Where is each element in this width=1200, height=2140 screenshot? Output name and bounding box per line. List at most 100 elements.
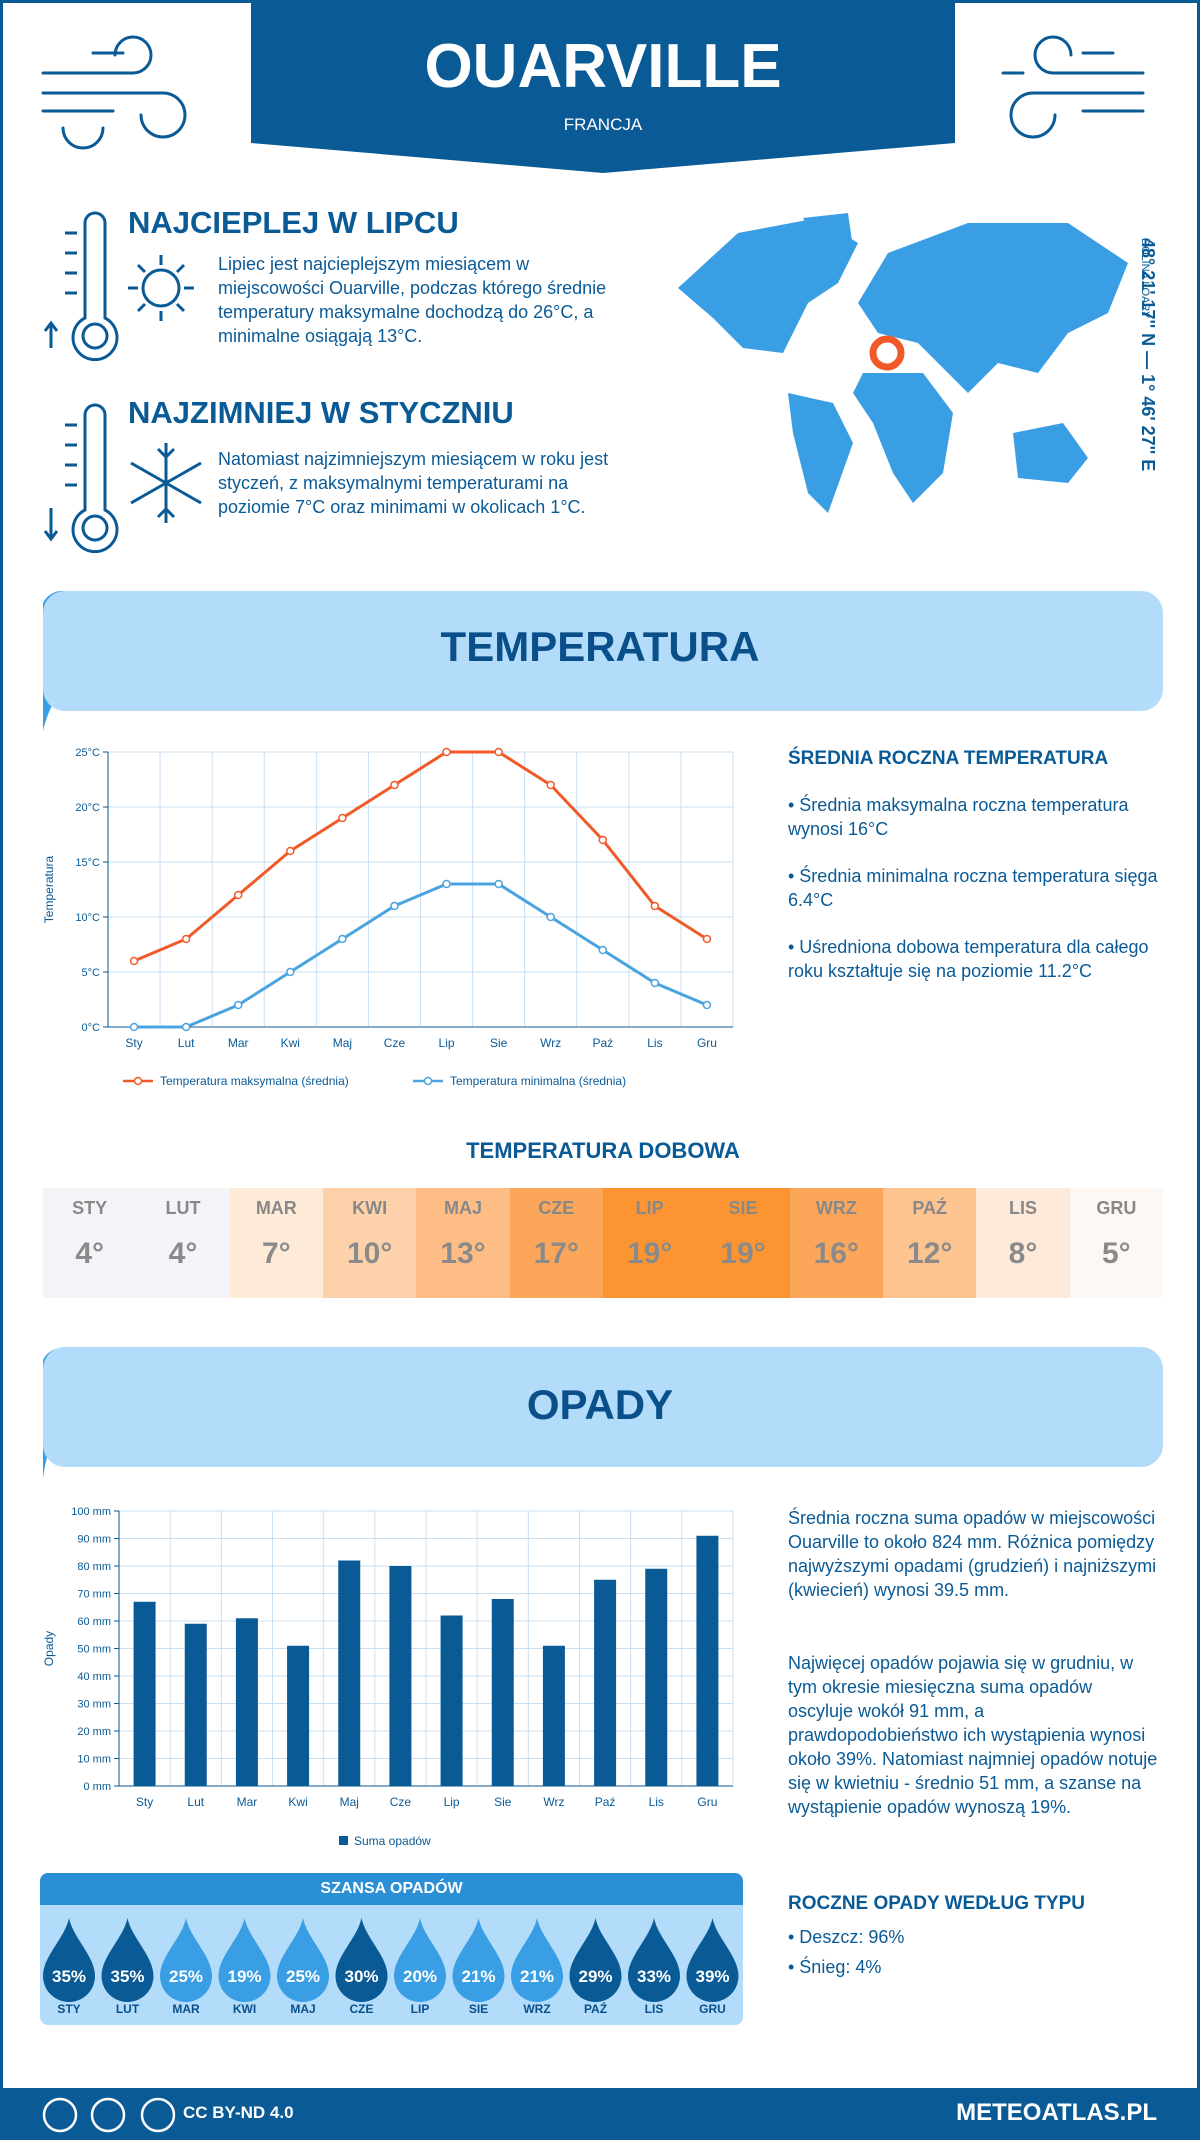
point [286, 967, 295, 977]
daily-month: LUT [165, 1198, 201, 1218]
y-tick-label: 5°C [82, 967, 101, 979]
precip-text: Najwięcej opadów pojawia się w grudniu, … [788, 1653, 1158, 1817]
thermometer-warm [43, 211, 194, 362]
temperature-banner [43, 591, 1163, 711]
daily-month: MAJ [443, 1198, 482, 1218]
x-tick-label: Lip [439, 1036, 455, 1050]
y-tick-label: 15°C [75, 857, 100, 869]
daily-cell: GRU 5° [1069, 1188, 1163, 1298]
x-tick-label: Lut [178, 1036, 195, 1050]
y-tick-label: 50 mm [77, 1644, 111, 1656]
daily-value: 19° [626, 1237, 673, 1270]
wind-icon-left [41, 35, 187, 150]
daily-cell: LUT 4° [136, 1188, 230, 1298]
x-tick-label: Mar [237, 1795, 258, 1809]
point [546, 780, 555, 790]
bar [287, 1645, 310, 1786]
line [134, 882, 708, 1029]
rain-drop [101, 1918, 154, 2003]
daily-cell: CZE 17° [509, 1188, 603, 1298]
world-map [678, 213, 1128, 513]
point [442, 879, 451, 889]
point [494, 747, 503, 757]
y-tick-label: 60 mm [77, 1616, 111, 1628]
rain-drop [160, 1918, 212, 2002]
x-tick-label: Cze [390, 1795, 412, 1809]
chance-panel: SZANSA OPADÓW [40, 1873, 743, 2025]
warm-heading: NAJCIEPLEJ W LIPCU [128, 205, 459, 240]
daily-month: WRZ [815, 1198, 857, 1218]
point [286, 846, 295, 856]
x-tick-label: Sie [490, 1036, 508, 1050]
rain-chance-month: CZE [350, 2002, 374, 2016]
daily-cell: MAR 7° [229, 1188, 323, 1298]
wind-icon-right [1001, 35, 1145, 139]
x-tick-label: Cze [384, 1036, 406, 1050]
daily-month: PAŹ [912, 1198, 947, 1218]
legend-marker [423, 1076, 433, 1086]
warm-text: Lipiec jest najcieplejszym miesiącem w m… [218, 254, 607, 346]
daily-value: 13° [440, 1237, 486, 1270]
daily-value: 16° [813, 1237, 859, 1270]
point [390, 901, 399, 911]
rain-drop [218, 1918, 271, 2003]
x-tick-label: Paź [595, 1795, 616, 1809]
header-banner [251, 3, 955, 173]
rain-chance-value: 21% [520, 1967, 554, 1986]
charts: 0°C 5°C 10°C 15°C 20°C 25°C Sty Lut Mar Kwi Maj Cze… [42, 747, 739, 2016]
rain-chance-month: PAŹ [584, 2001, 607, 2016]
precip-text: Średnia roczna suma opadów w miejscowośc… [788, 1508, 1157, 1600]
rain-drop [511, 1918, 563, 2002]
rain-drop [394, 1918, 446, 2002]
bar [184, 1623, 207, 1786]
location-marker [869, 335, 905, 371]
x-tick-label: Lut [187, 1795, 204, 1809]
cold-text: Natomiast najzimniejszym miesiącem w rok… [218, 449, 609, 517]
daily-month: LIP [635, 1198, 664, 1218]
bar [696, 1535, 719, 1786]
y-tick-label: 0 mm [84, 1781, 112, 1793]
rain-chance-value: 20% [403, 1967, 437, 1986]
point [181, 1022, 191, 1032]
legend-label: Suma opadów [354, 1834, 431, 1848]
point [338, 813, 347, 823]
by-type-item: • Śnieg: 4% [788, 1957, 882, 1977]
point [129, 956, 139, 966]
by-type-heading: ROCZNE OPADY WEDŁUG TYPU [788, 1893, 1085, 1914]
point [442, 747, 451, 757]
legend-marker [133, 1076, 143, 1086]
summary-item: • Uśredniona dobowa temperatura dla całe… [788, 937, 1149, 981]
bar [235, 1618, 258, 1786]
bar [542, 1645, 565, 1786]
daily-value: 8° [1008, 1237, 1038, 1270]
y-tick-label: 20 mm [77, 1726, 111, 1738]
legend-swatch [339, 1836, 348, 1845]
point [598, 945, 608, 955]
y-axis-label: Opady [42, 1631, 56, 1666]
rain-chance-value: 29% [578, 1967, 612, 1986]
x-tick-label: Lis [647, 1036, 662, 1050]
city-title: OUARVILLE [424, 32, 782, 101]
rain-chance-month: GRU [699, 2002, 726, 2016]
daily-month: GRU [1096, 1198, 1137, 1218]
point [702, 1000, 712, 1010]
daily-value: 4° [75, 1237, 104, 1270]
x-tick-label: Lis [649, 1795, 664, 1809]
license-icons [42, 2097, 176, 2133]
legend-label: Temperatura minimalna (średnia) [450, 1074, 626, 1088]
summary-heading: ŚREDNIA ROCZNA TEMPERATURA [788, 748, 1109, 769]
rain-drop [569, 1918, 622, 2003]
daily-value: 7° [261, 1237, 291, 1270]
x-tick-label: Gru [697, 1036, 717, 1050]
daily-value: 19° [720, 1237, 766, 1270]
bar [133, 1601, 156, 1786]
y-tick-label: 30 mm [77, 1699, 111, 1711]
rain-chance-month: SIE [469, 2002, 488, 2016]
x-tick-label: Sie [494, 1795, 512, 1809]
point [650, 901, 660, 911]
rain-chance-month: WRZ [523, 2002, 550, 2016]
rain-chance-month: MAJ [290, 2002, 315, 2016]
point [650, 978, 660, 988]
bar [645, 1568, 668, 1786]
line [133, 750, 708, 963]
